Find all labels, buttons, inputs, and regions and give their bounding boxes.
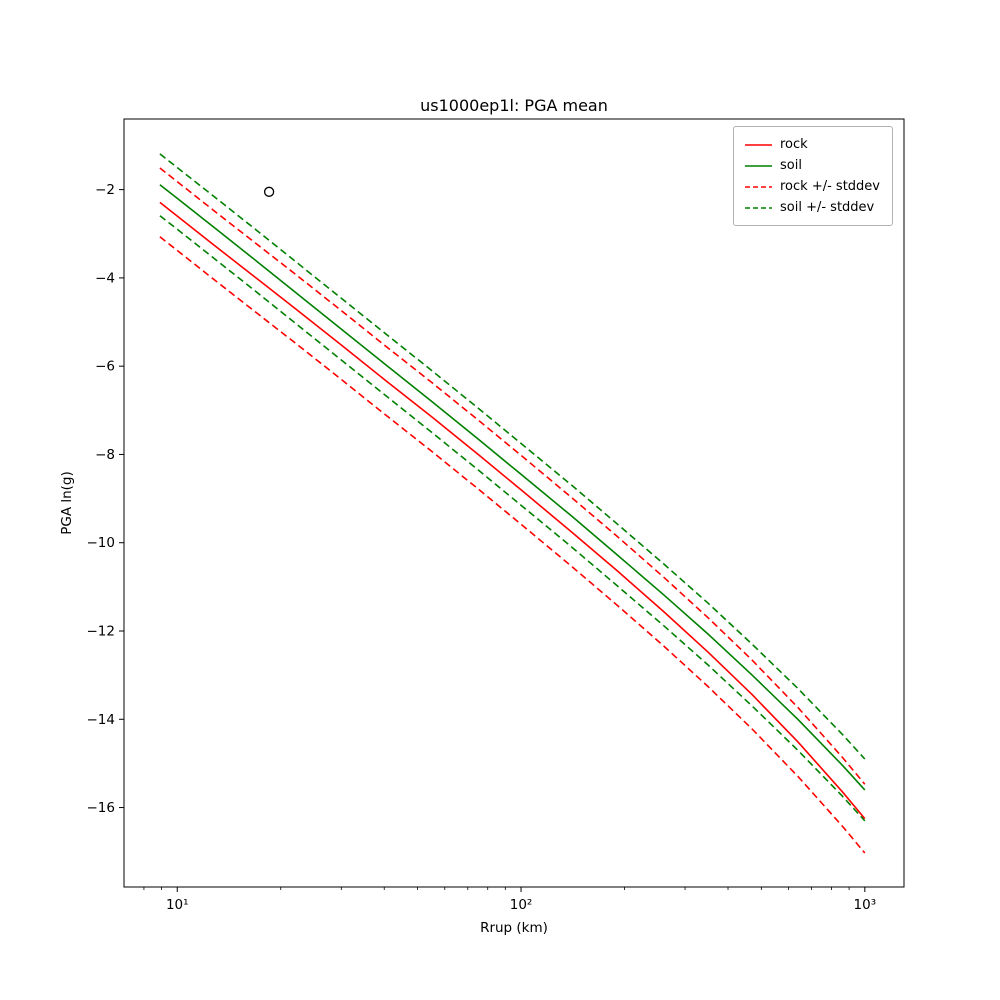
legend-item-rock: rock <box>743 134 882 155</box>
y-tick-label: −12 <box>87 624 116 640</box>
y-tick-label: −4 <box>95 270 115 286</box>
x-tick-label: 10³ <box>854 897 877 913</box>
legend-label: soil <box>780 158 802 173</box>
series-line-rock-stddev-upper <box>159 167 866 785</box>
legend-item-soil: soil <box>743 155 882 176</box>
legend: rock soil rock +/- stddev soil +/- stddev <box>733 126 893 226</box>
legend-line-sample <box>745 206 772 209</box>
legend-label: rock +/- stddev <box>780 179 880 194</box>
series-line-soil-stddev-lower <box>159 215 866 822</box>
legend-line-sample <box>745 164 772 167</box>
series-line-soil <box>159 184 866 791</box>
legend-item-rock-stddev: rock +/- stddev <box>743 176 882 197</box>
legend-label: rock <box>780 137 808 152</box>
legend-line-sample <box>745 185 772 188</box>
x-tick-label: 10² <box>510 897 533 913</box>
y-tick-label: −6 <box>95 359 115 375</box>
x-tick-label: 10¹ <box>166 897 189 913</box>
x-axis-label: Rrup (km) <box>480 920 548 936</box>
y-tick-label: −10 <box>87 535 116 551</box>
y-tick-label: −2 <box>95 182 115 198</box>
axes-box <box>123 118 905 888</box>
chart-title: us1000ep1l: PGA mean <box>420 96 608 115</box>
legend-item-soil-stddev: soil +/- stddev <box>743 197 882 218</box>
series-line-rock-stddev-lower <box>159 236 866 854</box>
legend-label: soil +/- stddev <box>780 200 875 215</box>
legend-line-sample <box>745 143 772 146</box>
series-line-soil-stddev-upper <box>159 153 866 760</box>
point-marker <box>263 186 275 197</box>
series-line-rock <box>159 201 866 820</box>
y-tick-label: −8 <box>95 447 115 463</box>
y-tick-label: −16 <box>87 800 116 816</box>
y-tick-label: −14 <box>87 712 116 728</box>
